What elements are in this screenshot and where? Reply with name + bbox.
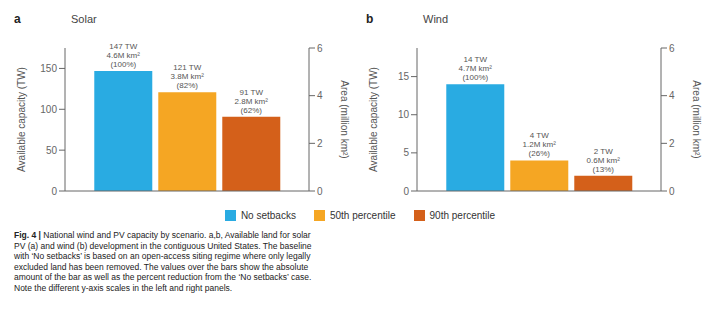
html-text:Note the different y-axis scal: Note the different y-axis scales in the … <box>14 282 233 293</box>
svg-text:2 TW0.6M km²(13%): 2 TW0.6M km²(13%) <box>587 147 621 174</box>
html-text:No setbacks: No setbacks <box>240 209 296 221</box>
svg-text:0: 0 <box>669 186 675 197</box>
svg-text:100: 100 <box>40 104 57 115</box>
html-text:a: a <box>14 12 21 26</box>
svg-text:4: 4 <box>317 90 323 101</box>
svg-text:Available capacity (TW): Available capacity (TW) <box>368 67 379 172</box>
svg-text:91 TW2.8M km²(62%): 91 TW2.8M km²(62%) <box>235 88 269 115</box>
svg-text:6: 6 <box>317 43 323 54</box>
svg-text:0: 0 <box>403 186 409 197</box>
svg-text:147 TW4.6M km²(100%): 147 TW4.6M km²(100%) <box>107 42 141 69</box>
html-text:Wind: Wind <box>423 13 449 25</box>
html-text:with ‘No setbacks’ is based on: with ‘No setbacks’ is based on an open-a… <box>14 251 311 261</box>
svg-text:2: 2 <box>669 138 675 149</box>
svg-text:Area (million km²): Area (million km²) <box>691 80 702 158</box>
svg-text:2: 2 <box>317 138 323 149</box>
html-text:amount of the bar as well as t: amount of the bar as well as the percent… <box>14 272 312 282</box>
svg-text:10: 10 <box>398 109 410 120</box>
svg-text:6: 6 <box>669 43 675 54</box>
svg-text:4 TW1.2M km²(26%): 4 TW1.2M km²(26%) <box>523 131 557 158</box>
html-text:Solar: Solar <box>71 13 97 25</box>
svg-text:5: 5 <box>403 147 409 158</box>
html-text:50th percentile: 50th percentile <box>329 209 396 221</box>
svg-text:0: 0 <box>51 186 57 197</box>
svg-text:Area (million km²): Area (million km²) <box>339 80 350 158</box>
html-text:PV (a) and wind (b) developmen: PV (a) and wind (b) development in the c… <box>14 240 312 251</box>
html-text:90th percentile: 90th percentile <box>429 209 496 221</box>
html-text:excluded land has been removed: excluded land has been removed. The valu… <box>14 261 309 272</box>
html-text:b: b <box>366 12 374 26</box>
svg-text:150: 150 <box>40 63 57 74</box>
svg-text:50: 50 <box>46 145 58 156</box>
svg-text:14 TW4.7M km²(100%): 14 TW4.7M km²(100%) <box>459 55 493 82</box>
svg-text:15: 15 <box>398 71 410 82</box>
svg-text:121 TW3.8M km²(82%): 121 TW3.8M km²(82%) <box>171 63 205 90</box>
svg-text:4: 4 <box>669 90 675 101</box>
html-text:Fig. 4 | National wind and PV: Fig. 4 | National wind and PV capacity b… <box>14 230 311 240</box>
svg-text:0: 0 <box>317 186 323 197</box>
svg-text:Available capacity (TW): Available capacity (TW) <box>16 67 27 172</box>
